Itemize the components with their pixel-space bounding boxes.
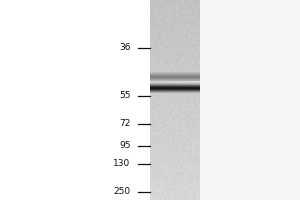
Text: 95: 95	[119, 142, 130, 150]
Text: 55: 55	[119, 92, 130, 100]
Bar	[0, 0, 150, 200]
Text: 72: 72	[119, 119, 130, 129]
Text: 130: 130	[113, 160, 130, 168]
Text: 36: 36	[119, 44, 130, 52]
Text: 250: 250	[113, 188, 130, 196]
Bar	[200, 0, 300, 200]
